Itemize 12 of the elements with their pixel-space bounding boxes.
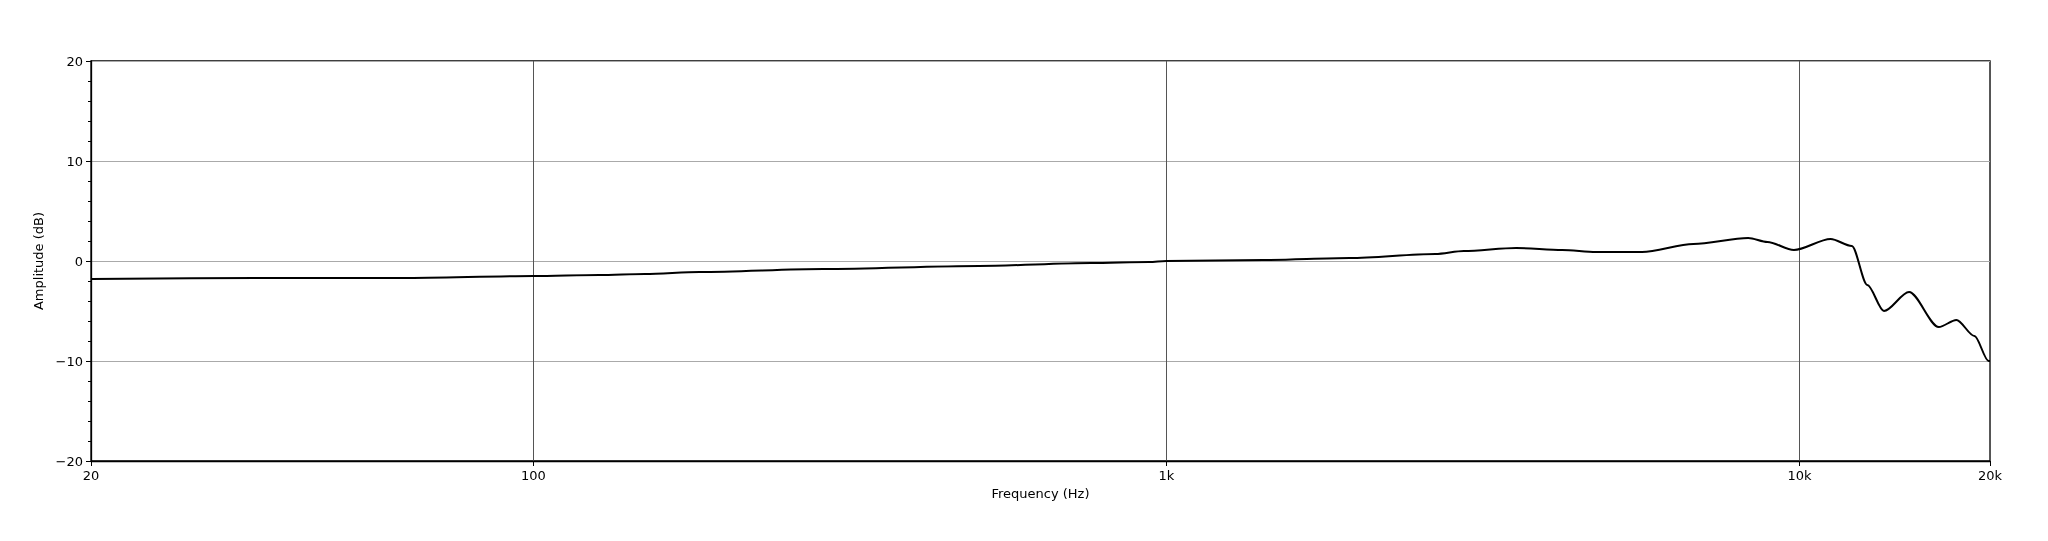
y-tick-label: 20 <box>66 53 83 69</box>
x-axis-title: Frequency (Hz) <box>991 485 1090 501</box>
x-tick-label: 100 <box>521 468 546 483</box>
y-tick-label: 0 <box>74 253 83 269</box>
y-tick-label: −20 <box>55 453 83 469</box>
y-tick-label: 10 <box>66 153 83 169</box>
y-axis-title: Amplitude (dB) <box>30 211 46 311</box>
x-tick-label: 20k <box>1977 468 2003 483</box>
x-tick-label: 1k <box>1158 468 1175 483</box>
y-tick-label: −10 <box>55 353 83 369</box>
x-tick-label: 10k <box>1787 468 1812 483</box>
x-tick-label: 20 <box>82 468 100 483</box>
